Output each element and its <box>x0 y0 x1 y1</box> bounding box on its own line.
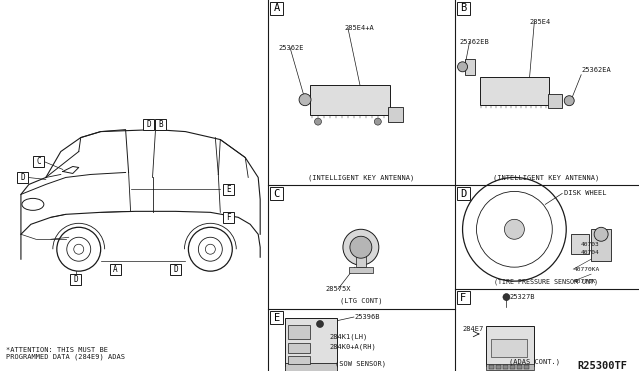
Bar <box>497 365 501 369</box>
Circle shape <box>374 118 381 125</box>
Bar <box>465 59 474 75</box>
Bar <box>511 365 515 369</box>
Bar <box>456 2 470 15</box>
Bar <box>285 363 337 371</box>
Bar <box>270 2 283 15</box>
Bar <box>517 365 522 369</box>
Bar <box>456 187 470 201</box>
Bar <box>288 325 310 339</box>
Text: (ADAS CONT.): (ADAS CONT.) <box>509 359 561 365</box>
Bar <box>572 234 589 254</box>
Bar <box>170 264 181 275</box>
Text: 284K1(LH): 284K1(LH) <box>330 334 368 340</box>
Text: D: D <box>146 120 151 129</box>
Text: DISK WHEEL: DISK WHEEL <box>564 190 607 196</box>
Bar <box>155 119 166 130</box>
Bar <box>223 212 234 223</box>
Bar <box>504 365 508 369</box>
Circle shape <box>314 118 321 125</box>
Text: (TIRE PRESSURE SENSOR UNT): (TIRE PRESSURE SENSOR UNT) <box>494 279 598 285</box>
Circle shape <box>317 321 323 327</box>
Bar <box>456 291 470 304</box>
Text: D: D <box>74 275 78 283</box>
Bar <box>479 77 549 105</box>
Text: D: D <box>460 189 466 199</box>
Text: (INTELLIGENT KEY ANTENNA): (INTELLIGENT KEY ANTENNA) <box>308 174 414 181</box>
Text: 285E4: 285E4 <box>529 19 550 25</box>
Circle shape <box>503 294 510 301</box>
Text: (SOW SENSOR): (SOW SENSOR) <box>335 360 387 367</box>
Text: 40704: 40704 <box>580 250 599 255</box>
Bar <box>486 326 534 366</box>
Bar <box>270 311 283 324</box>
Text: 25396B: 25396B <box>355 314 380 320</box>
Bar <box>349 267 373 273</box>
Text: 284K0+A(RH): 284K0+A(RH) <box>330 344 377 350</box>
Bar <box>70 274 81 285</box>
Circle shape <box>504 219 524 239</box>
Circle shape <box>458 62 468 72</box>
Bar <box>288 343 310 353</box>
Text: D: D <box>20 173 25 182</box>
Bar <box>310 85 390 115</box>
Text: (INTELLIGENT KEY ANTENNA): (INTELLIGENT KEY ANTENNA) <box>493 174 600 181</box>
Circle shape <box>343 229 379 265</box>
Text: B: B <box>460 3 466 13</box>
Text: F: F <box>226 213 230 222</box>
Text: *ATTENTION: THIS MUST BE
PROGRAMMED DATA (284E9) ADAS: *ATTENTION: THIS MUST BE PROGRAMMED DATA… <box>6 347 125 360</box>
Bar <box>388 107 403 122</box>
Text: 40703: 40703 <box>580 242 599 247</box>
Circle shape <box>350 236 372 258</box>
Text: 28575X: 28575X <box>325 286 351 292</box>
Bar <box>285 318 337 366</box>
Bar <box>356 251 366 267</box>
Circle shape <box>564 96 574 106</box>
Text: 40770K: 40770K <box>573 279 596 283</box>
Text: A: A <box>273 3 280 13</box>
Text: 25362E: 25362E <box>278 45 303 51</box>
Text: C: C <box>273 189 280 199</box>
Bar <box>110 264 121 275</box>
Bar <box>492 339 527 357</box>
Bar <box>486 364 534 370</box>
Circle shape <box>594 227 608 241</box>
Circle shape <box>299 94 311 106</box>
Bar <box>591 229 611 261</box>
Bar <box>223 184 234 195</box>
Bar <box>548 94 563 108</box>
Text: 284E7: 284E7 <box>463 326 484 332</box>
Text: 40770KA: 40770KA <box>573 267 600 272</box>
Text: 25362EA: 25362EA <box>581 67 611 73</box>
Bar <box>143 119 154 130</box>
Text: A: A <box>113 264 118 274</box>
Text: E: E <box>273 312 280 323</box>
Text: B: B <box>158 120 163 129</box>
Bar <box>288 356 310 364</box>
Text: E: E <box>226 185 230 194</box>
Text: D: D <box>173 264 178 274</box>
Text: (LTG CONT): (LTG CONT) <box>340 298 382 304</box>
Text: 285E4+A: 285E4+A <box>345 25 374 31</box>
Bar <box>33 156 44 167</box>
Text: R25300TF: R25300TF <box>577 361 627 371</box>
Text: 25327B: 25327B <box>509 294 535 300</box>
Text: 25362EB: 25362EB <box>460 39 490 45</box>
Bar <box>524 365 529 369</box>
Bar <box>490 365 495 369</box>
Bar <box>17 172 28 183</box>
Text: F: F <box>460 292 466 302</box>
Text: C: C <box>36 157 41 166</box>
Bar <box>270 187 283 201</box>
